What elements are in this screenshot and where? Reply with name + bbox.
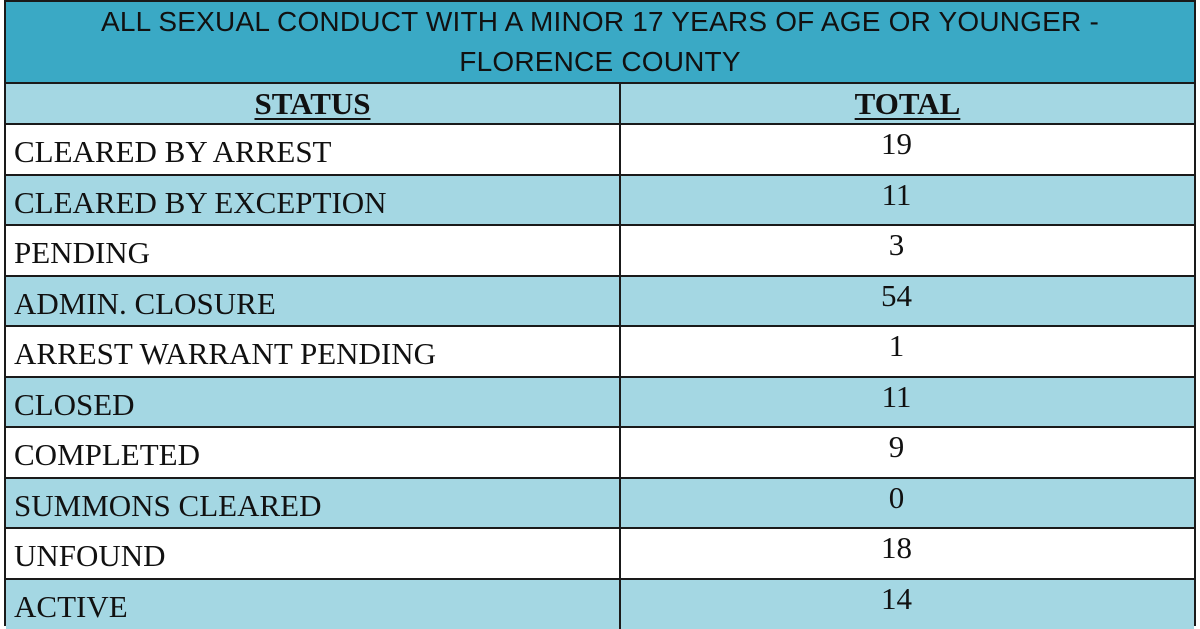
status-header-label: STATUS (254, 86, 370, 121)
table-row: CLEARED BY EXCEPTION 11 (6, 175, 1194, 226)
status-cell: COMPLETED (6, 427, 620, 478)
status-column-header: STATUS (6, 84, 620, 124)
status-cell: CLEARED BY ARREST (6, 124, 620, 175)
table-row: CLEARED BY ARREST 19 (6, 124, 1194, 175)
table-row: UNFOUND 18 (6, 528, 1194, 579)
status-cell: ADMIN. CLOSURE (6, 276, 620, 327)
status-cell: UNFOUND (6, 528, 620, 579)
table-row: CLOSED 11 (6, 377, 1194, 428)
table-row: COMPLETED 9 (6, 427, 1194, 478)
table-row: PENDING 3 (6, 225, 1194, 276)
total-cell: 11 (620, 377, 1194, 428)
status-table: ALL SEXUAL CONDUCT WITH A MINOR 17 YEARS… (4, 0, 1196, 626)
total-header-label: TOTAL (855, 86, 961, 121)
table-row: SUMMONS CLEARED 0 (6, 478, 1194, 529)
status-cell: CLEARED BY EXCEPTION (6, 175, 620, 226)
header-row: STATUS TOTAL (6, 84, 1194, 124)
table-row: ADMIN. CLOSURE 54 (6, 276, 1194, 327)
total-cell: 19 (620, 124, 1194, 175)
status-cell: ARREST WARRANT PENDING (6, 326, 620, 377)
status-cell: SUMMONS CLEARED (6, 478, 620, 529)
table-title-bar: ALL SEXUAL CONDUCT WITH A MINOR 17 YEARS… (6, 2, 1194, 84)
total-cell: 1 (620, 326, 1194, 377)
status-totals-table: STATUS TOTAL CLEARED BY ARREST 19 CLEARE… (6, 84, 1194, 629)
status-cell: CLOSED (6, 377, 620, 428)
table-title-line-1: ALL SEXUAL CONDUCT WITH A MINOR 17 YEARS… (101, 6, 1099, 37)
table-title-line-2: FLORENCE COUNTY (459, 46, 740, 77)
total-cell: 0 (620, 478, 1194, 529)
total-cell: 54 (620, 276, 1194, 327)
total-cell: 14 (620, 579, 1194, 629)
total-column-header: TOTAL (620, 84, 1194, 124)
table-row: ARREST WARRANT PENDING 1 (6, 326, 1194, 377)
total-cell: 3 (620, 225, 1194, 276)
status-cell: ACTIVE (6, 579, 620, 629)
table-title: ALL SEXUAL CONDUCT WITH A MINOR 17 YEARS… (101, 2, 1099, 82)
table-row: ACTIVE 14 (6, 579, 1194, 629)
total-cell: 9 (620, 427, 1194, 478)
total-cell: 18 (620, 528, 1194, 579)
total-cell: 11 (620, 175, 1194, 226)
status-cell: PENDING (6, 225, 620, 276)
